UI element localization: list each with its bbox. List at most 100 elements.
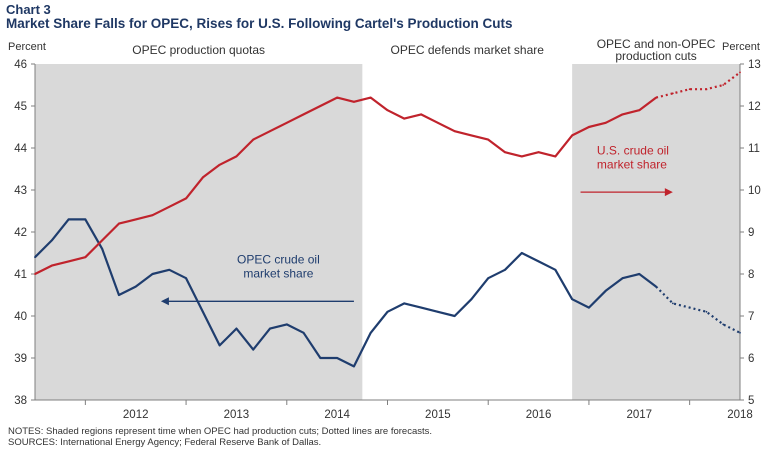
data-point-opec	[420, 306, 422, 309]
data-point-us	[638, 109, 641, 112]
annotation-us-arrow-head	[664, 188, 673, 197]
x-tick-label: 2017	[626, 409, 652, 421]
annotation-us-text: U.S. crude oil	[597, 143, 669, 157]
data-point-us	[151, 214, 154, 217]
x-tick-label: 2012	[123, 409, 149, 421]
data-point-us	[588, 126, 590, 128]
x-tick-label: 2014	[324, 409, 350, 421]
chart-number: Chart 3	[6, 2, 51, 17]
data-point-opec	[554, 268, 557, 271]
data-point-us	[201, 176, 204, 179]
data-point-opec	[705, 310, 708, 313]
annotation-opec-arrow-head	[160, 297, 169, 306]
data-point-opec	[201, 310, 204, 313]
data-point-us	[185, 197, 187, 200]
chart-title: Market Share Falls for OPEC, Rises for U…	[6, 16, 513, 31]
left-tick-label: 41	[14, 269, 27, 281]
left-tick-label: 38	[14, 395, 27, 407]
annotation-opec-text: market share	[243, 267, 313, 281]
data-point-us	[739, 71, 741, 74]
data-point-us	[353, 100, 355, 103]
data-point-us	[688, 88, 691, 91]
data-point-opec	[168, 268, 171, 271]
x-tick-label: 2018	[727, 409, 753, 421]
data-point-us	[722, 84, 725, 86]
right-tick-label: 12	[748, 101, 761, 113]
region-label-1: OPEC production quotas	[132, 43, 265, 57]
data-point-opec	[487, 277, 490, 280]
data-point-us	[403, 117, 406, 120]
data-point-opec	[269, 327, 271, 330]
data-point-opec	[386, 310, 389, 313]
sources-line: SOURCES: International Energy Agency; Fe…	[8, 437, 322, 448]
data-point-us	[218, 163, 221, 166]
x-tick-label: 2013	[224, 409, 250, 421]
data-point-opec	[134, 285, 137, 288]
data-point-opec	[67, 218, 70, 221]
axes: 38 39 40 41 42 43 44 45 46 5 6 7 8 9 10 11 12 13 2012 2013 2…	[14, 59, 761, 421]
data-point-opec	[588, 306, 590, 309]
data-point-opec	[369, 331, 372, 334]
right-tick-label: 5	[748, 395, 754, 407]
right-tick-label: 8	[748, 269, 754, 281]
data-point-us	[67, 260, 70, 263]
series-line-us	[34, 96, 657, 275]
annotation-us-text: market share	[597, 157, 667, 171]
shaded-regions	[35, 64, 740, 400]
data-point-opec	[436, 310, 439, 313]
data-point-opec	[671, 302, 674, 305]
data-point-opec	[739, 331, 741, 334]
data-point-us	[520, 155, 523, 158]
data-point-opec	[403, 302, 406, 305]
data-point-opec	[84, 218, 87, 221]
notes-line: NOTES: Shaded regions represent time whe…	[8, 426, 433, 437]
right-tick-label: 7	[748, 311, 754, 323]
region-labels: OPEC production quotas OPEC and non-OPECp…	[132, 37, 715, 63]
region-label-3: OPEC defends market share	[391, 43, 545, 57]
left-tick-label: 39	[14, 353, 27, 365]
left-axis-unit: Percent	[8, 41, 46, 53]
data-point-us	[302, 113, 305, 116]
data-point-us	[604, 121, 607, 124]
data-point-us	[319, 105, 322, 107]
data-point-opec	[252, 348, 255, 351]
data-point-us	[436, 121, 439, 124]
annotation-opec-text: OPEC crude oil	[237, 253, 320, 267]
data-point-opec	[537, 260, 540, 263]
data-point-opec	[604, 289, 607, 292]
data-point-opec	[101, 247, 104, 250]
data-point-us	[336, 96, 339, 99]
data-point-us	[487, 138, 490, 141]
right-axis-unit: Percent	[722, 41, 760, 53]
data-point-us	[84, 256, 87, 259]
data-point-opec	[235, 327, 238, 330]
data-point-opec	[285, 323, 288, 326]
data-point-opec	[688, 306, 691, 309]
data-point-us	[671, 92, 674, 95]
data-point-opec	[453, 315, 456, 317]
data-point-opec	[185, 277, 187, 280]
left-tick-label: 46	[14, 59, 27, 71]
data-point-us	[554, 155, 557, 158]
data-point-opec	[722, 323, 725, 326]
right-tick-label: 10	[748, 185, 761, 197]
data-point-us	[705, 88, 708, 91]
data-point-opec	[302, 331, 305, 334]
data-point-us	[168, 205, 171, 208]
data-point-opec	[638, 273, 641, 275]
data-point-opec	[319, 357, 322, 359]
data-point-opec	[571, 298, 574, 301]
data-point-opec	[34, 256, 36, 259]
series-line-opec	[34, 218, 657, 368]
data-point-us	[470, 134, 473, 137]
data-point-opec	[151, 273, 154, 275]
data-point-us	[655, 96, 657, 99]
data-point-us	[118, 222, 120, 225]
data-point-us	[621, 113, 624, 116]
data-point-opec	[336, 357, 339, 359]
chart-notes: NOTES: Shaded regions represent time whe…	[8, 426, 432, 448]
right-tick-label: 13	[748, 59, 761, 71]
data-point-opec	[621, 277, 624, 280]
data-point-opec	[118, 294, 120, 296]
